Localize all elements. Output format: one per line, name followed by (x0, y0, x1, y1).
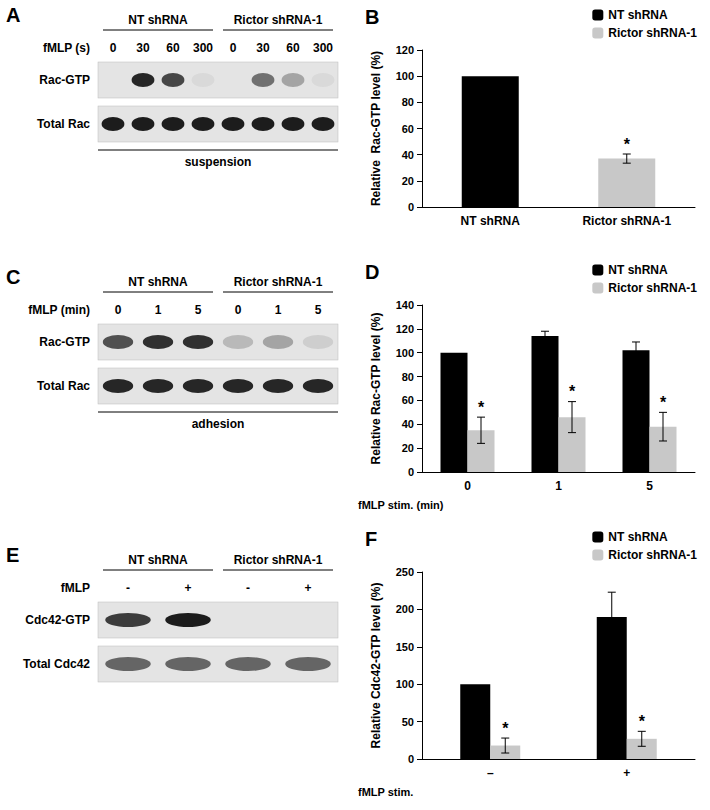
svg-text:fMLP: fMLP (61, 581, 90, 595)
svg-text:fMLP stim. (min): fMLP stim. (min) (358, 499, 444, 511)
svg-text:Rictor shRNA-1: Rictor shRNA-1 (608, 548, 697, 562)
svg-text:0: 0 (408, 753, 414, 765)
svg-text:Total Rac: Total Rac (37, 379, 90, 393)
svg-text:100: 100 (396, 347, 414, 359)
svg-text:20: 20 (402, 442, 414, 454)
svg-text:NT shRNA: NT shRNA (461, 214, 521, 228)
svg-text:NT shRNA: NT shRNA (608, 263, 668, 277)
svg-text:5: 5 (315, 303, 322, 317)
svg-text:NT shRNA: NT shRNA (608, 8, 668, 22)
svg-text:120: 120 (396, 323, 414, 335)
svg-text:D: D (365, 261, 379, 283)
svg-text:E: E (6, 544, 19, 566)
svg-text:140: 140 (396, 299, 414, 311)
svg-text:0: 0 (115, 303, 122, 317)
svg-text:Rictor shRNA-1: Rictor shRNA-1 (234, 13, 323, 27)
svg-text:Total Rac: Total Rac (37, 117, 90, 131)
svg-text:250: 250 (396, 566, 414, 578)
svg-text:*: * (478, 399, 485, 416)
svg-text:30: 30 (256, 41, 270, 55)
svg-text:*: * (569, 383, 576, 400)
svg-text:1: 1 (555, 479, 562, 493)
svg-text:-: - (246, 581, 250, 595)
svg-text:*: * (624, 136, 631, 153)
svg-text:120: 120 (396, 44, 414, 56)
svg-text:100: 100 (396, 678, 414, 690)
svg-text:Rictor shRNA-1: Rictor shRNA-1 (234, 275, 323, 289)
svg-text:fMLP (min): fMLP (min) (28, 303, 90, 317)
svg-text:60: 60 (286, 41, 300, 55)
svg-text:+: + (304, 581, 311, 595)
svg-text:Rictor shRNA-1: Rictor shRNA-1 (608, 26, 697, 40)
svg-text:fMLP stim.: fMLP stim. (358, 786, 413, 798)
svg-text:300: 300 (313, 41, 333, 55)
svg-text:B: B (365, 6, 379, 28)
svg-text:50: 50 (402, 716, 414, 728)
svg-text:0: 0 (110, 41, 117, 55)
svg-text:5: 5 (195, 303, 202, 317)
svg-text:Relative Rac-GTP level (%): Relative Rac-GTP level (%) (369, 313, 383, 465)
svg-text:5: 5 (646, 479, 653, 493)
svg-text:*: * (660, 394, 667, 411)
svg-text:fMLP (s): fMLP (s) (43, 41, 90, 55)
svg-text:1: 1 (275, 303, 282, 317)
svg-text:0: 0 (230, 41, 237, 55)
svg-text:1: 1 (155, 303, 162, 317)
svg-text:Rac-GTP: Rac-GTP (39, 73, 90, 87)
svg-text:60: 60 (402, 394, 414, 406)
svg-text:60: 60 (402, 123, 414, 135)
svg-text:Cdc42-GTP: Cdc42-GTP (25, 613, 90, 627)
svg-text:+: + (184, 581, 191, 595)
svg-text:-: - (126, 581, 130, 595)
svg-text:Rictor shRNA-1: Rictor shRNA-1 (582, 214, 671, 228)
svg-text:Total Cdc42: Total Cdc42 (23, 657, 90, 671)
svg-text:0: 0 (235, 303, 242, 317)
svg-text:0: 0 (464, 479, 471, 493)
svg-text:NT shRNA: NT shRNA (128, 275, 188, 289)
svg-text:60: 60 (166, 41, 180, 55)
svg-text:Relative Cdc42-GTP level (%): Relative Cdc42-GTP level (%) (369, 583, 383, 749)
svg-text:Relative Rac-GTP level (%): Relative Rac-GTP level (%) (369, 51, 383, 206)
svg-text:A: A (6, 4, 20, 26)
svg-text:NT shRNA: NT shRNA (608, 530, 668, 544)
svg-text:20: 20 (402, 175, 414, 187)
svg-text:*: * (639, 713, 646, 730)
svg-text:F: F (365, 528, 377, 550)
svg-text:0: 0 (408, 466, 414, 478)
svg-text:300: 300 (193, 41, 213, 55)
svg-text:0: 0 (408, 201, 414, 213)
svg-text:adhesion: adhesion (192, 417, 245, 431)
svg-text:C: C (6, 266, 20, 288)
svg-text:*: * (502, 720, 509, 737)
svg-text:200: 200 (396, 603, 414, 615)
svg-text:NT shRNA: NT shRNA (128, 553, 188, 567)
svg-text:NT shRNA: NT shRNA (128, 13, 188, 27)
svg-text:100: 100 (396, 70, 414, 82)
svg-text:+: + (623, 766, 630, 780)
svg-text:40: 40 (402, 149, 414, 161)
svg-text:80: 80 (402, 371, 414, 383)
svg-text:Rictor shRNA-1: Rictor shRNA-1 (608, 281, 697, 295)
svg-text:–: – (487, 766, 494, 780)
svg-text:Rac-GTP: Rac-GTP (39, 335, 90, 349)
svg-text:suspension: suspension (185, 155, 252, 169)
svg-text:40: 40 (402, 418, 414, 430)
svg-text:Rictor shRNA-1: Rictor shRNA-1 (234, 553, 323, 567)
svg-text:30: 30 (136, 41, 150, 55)
svg-text:80: 80 (402, 96, 414, 108)
svg-text:150: 150 (396, 641, 414, 653)
